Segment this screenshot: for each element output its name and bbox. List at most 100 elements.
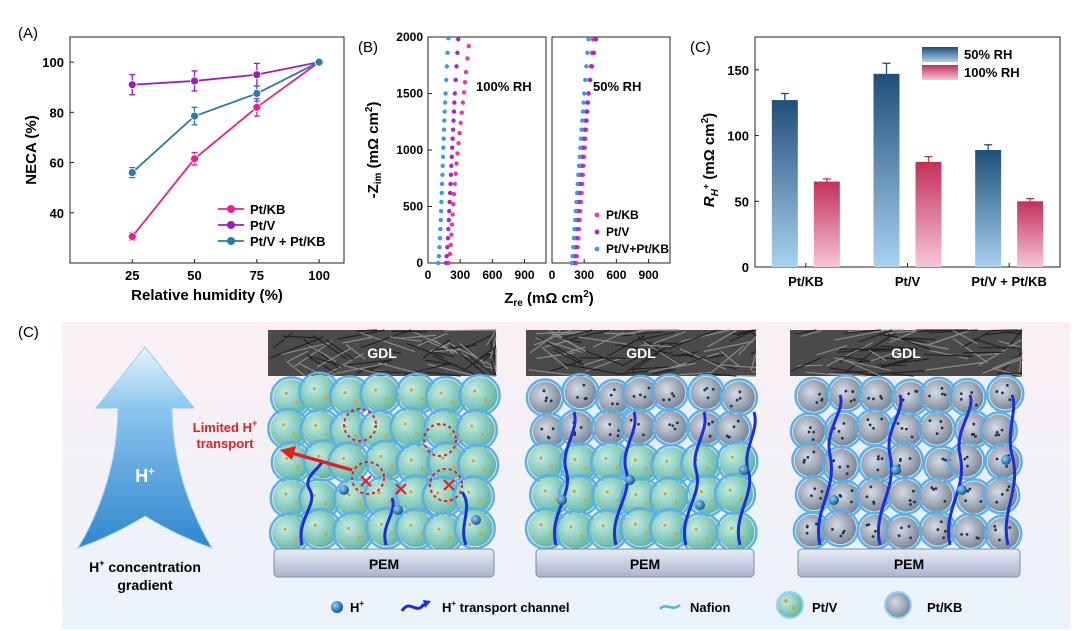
proton-channel xyxy=(383,497,395,546)
gdl-fiber xyxy=(563,346,586,355)
pt-nanoparticle xyxy=(694,527,698,531)
electrode-ptv: GDL PEM xyxy=(267,329,501,578)
pt-nanoparticle xyxy=(908,499,912,502)
pt-nanoparticle xyxy=(665,459,669,463)
pt-nanoparticle xyxy=(481,433,485,437)
panel-b-data-point xyxy=(446,217,452,223)
pt-nanoparticle xyxy=(900,426,904,430)
pt-nanoparticle xyxy=(317,454,321,458)
gdl-fiber xyxy=(425,359,458,367)
panel-b-data-point xyxy=(448,172,454,178)
pt-nanoparticle xyxy=(705,536,709,540)
pt-nanoparticle xyxy=(819,496,823,500)
panel-b-data-point xyxy=(451,118,456,123)
ptkb-particle xyxy=(989,377,1022,410)
panel-b-data-point xyxy=(441,145,446,150)
hplus-ion xyxy=(1001,455,1011,465)
ptkb-particle xyxy=(716,413,749,446)
gdl-fiber xyxy=(703,372,737,377)
hplus-legend-icon xyxy=(331,601,343,613)
panel-c-y-tick-label: 150 xyxy=(727,63,749,78)
pt-nanoparticle xyxy=(645,501,649,506)
pt-nanoparticle xyxy=(880,457,884,461)
gdl-fiber xyxy=(737,336,757,356)
gdl-fiber xyxy=(840,355,867,361)
panel-b-data-point xyxy=(453,77,458,83)
panel-a-y-tick-label: 60 xyxy=(50,156,64,171)
pt-nanoparticle xyxy=(940,426,944,430)
ptv-particle xyxy=(460,446,497,483)
panel-c-label: (C) xyxy=(690,39,711,56)
pt-nanoparticle xyxy=(972,422,976,426)
pt-nanoparticle xyxy=(913,500,916,504)
gdl-fiber xyxy=(679,348,727,370)
panel-b-data-point xyxy=(593,37,599,42)
ptv-particle xyxy=(622,445,659,482)
gdl-fiber xyxy=(604,332,636,335)
panel-a-data-point xyxy=(252,102,262,112)
ptv-particle xyxy=(270,410,307,447)
panel-b-x-tick-label: 900 xyxy=(515,268,535,282)
pt-nanoparticle xyxy=(910,435,914,439)
panel-b-x-axis-label: Zre (mΩ cm2) xyxy=(504,289,594,309)
ptv-particle xyxy=(427,379,464,416)
pt-nanoparticle xyxy=(699,490,704,494)
pt-nanoparticle xyxy=(295,501,299,505)
gdl-fiber xyxy=(345,344,366,360)
gdl-fiber xyxy=(429,349,461,353)
ptv-particle xyxy=(652,479,689,516)
pt-nanoparticle xyxy=(283,527,287,531)
pt-nanoparticle xyxy=(868,423,872,427)
ptkb-particle xyxy=(797,379,830,412)
pt-nanoparticle xyxy=(805,524,809,528)
panel-b-data-point xyxy=(451,109,457,114)
gdl-fiber xyxy=(651,369,676,375)
panel-c-legend-swatch xyxy=(922,65,958,80)
pt-nanoparticle xyxy=(708,434,712,438)
gdl-fiber xyxy=(424,371,461,377)
panel-b-y-tick-label: 1500 xyxy=(396,87,423,101)
gdl-fiber xyxy=(544,338,574,348)
pt-nanoparticle xyxy=(850,500,853,504)
panel-a-data-point xyxy=(127,80,137,90)
ptkb-particle xyxy=(653,376,686,409)
pt-nanoparticle xyxy=(644,531,649,535)
nafion-legend-text: Nafion xyxy=(690,600,731,615)
panel-b-y-tick-label: 2000 xyxy=(396,30,423,44)
pt-nanoparticle xyxy=(576,395,579,399)
nafion-film xyxy=(981,475,1021,515)
gdl-fiber xyxy=(888,329,918,344)
panel-c-bar xyxy=(771,100,798,267)
panel-a-y-tick-label: 80 xyxy=(50,105,64,120)
ptv-particle xyxy=(718,514,755,551)
panel-b-data-point xyxy=(452,100,457,105)
gdl-fiber xyxy=(422,339,450,359)
panel-b-data-point xyxy=(439,190,444,196)
panel-a-frame xyxy=(69,36,345,264)
panel-a-x-tick-label: 50 xyxy=(187,268,201,283)
pt-nanoparticle xyxy=(616,402,619,406)
pt-nanoparticle xyxy=(637,422,640,426)
gdl-fiber xyxy=(834,329,887,341)
pt-nanoparticle xyxy=(667,398,671,402)
pt-nanoparticle xyxy=(583,498,587,502)
pt-nanoparticle xyxy=(284,492,288,496)
panel-b-data-point xyxy=(448,242,453,248)
proton-channel xyxy=(553,411,577,546)
panel-c-ticks: 0 50 100 150 xyxy=(727,63,759,275)
ptv-particle xyxy=(335,514,372,551)
pt-nanoparticle xyxy=(452,465,456,469)
pt-nanoparticle xyxy=(357,535,362,539)
panel-b-data-point xyxy=(453,171,458,176)
panel-b-data-point xyxy=(575,181,580,187)
pt-nanoparticle xyxy=(993,525,997,528)
ptkb-particle xyxy=(954,516,987,549)
panel-b-data-point xyxy=(448,181,453,187)
pt-nanoparticle xyxy=(312,493,317,497)
pt-nanoparticle xyxy=(436,491,440,495)
pt-nanoparticle xyxy=(812,430,816,434)
pt-nanoparticle xyxy=(572,489,576,493)
gdl-fiber xyxy=(621,343,664,367)
pt-nanoparticle xyxy=(966,489,970,493)
pt-nanoparticle xyxy=(729,404,733,408)
